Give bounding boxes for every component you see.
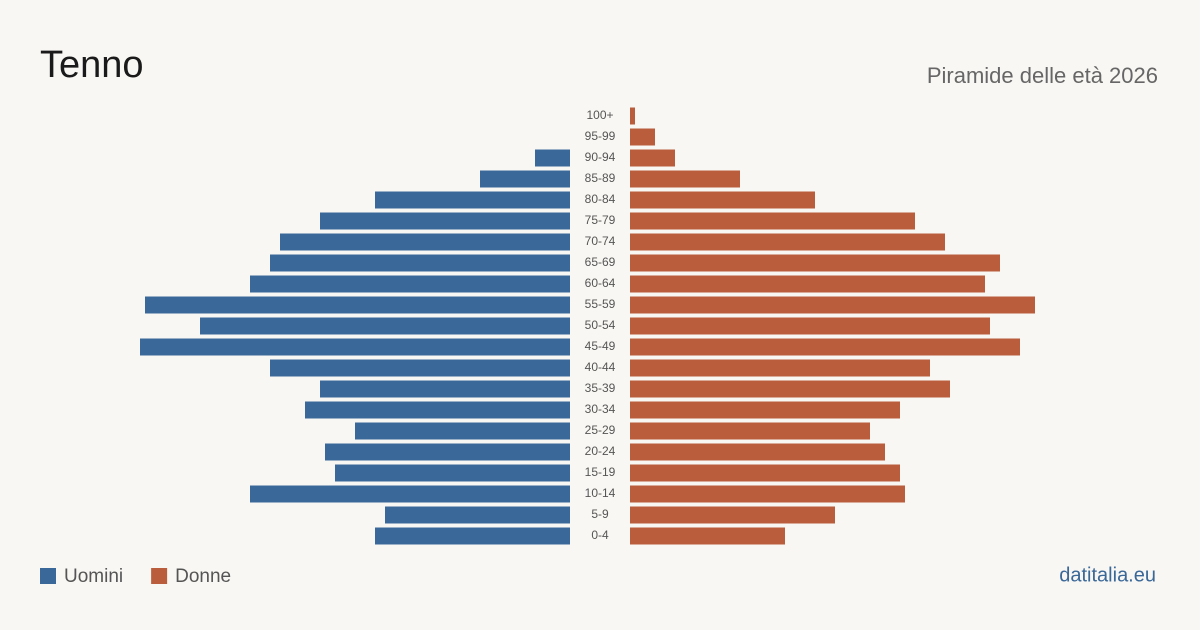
bar (630, 128, 655, 146)
age-label: 60-64 (585, 276, 616, 290)
age-label: 5-9 (591, 507, 609, 521)
age-label: 20-24 (585, 444, 616, 458)
age-label: 80-84 (585, 192, 616, 206)
bar (630, 254, 1000, 272)
age-label: 45-49 (585, 339, 616, 353)
bar (250, 275, 570, 293)
bar (630, 317, 990, 335)
bar (375, 191, 570, 209)
age-label: 100+ (586, 108, 613, 122)
chart-title: Tenno (40, 44, 144, 86)
bar (200, 317, 570, 335)
age-label: 65-69 (585, 255, 616, 269)
age-label: 90-94 (585, 150, 616, 164)
bar (630, 338, 1020, 356)
bar (630, 212, 915, 230)
bar (335, 464, 570, 482)
bar (305, 401, 570, 419)
bar (270, 254, 570, 272)
legend-label: Donne (175, 566, 231, 587)
bar (355, 422, 570, 440)
age-label: 25-29 (585, 423, 616, 437)
bar (630, 485, 905, 503)
bar (140, 338, 570, 356)
bar (535, 149, 570, 167)
bar (630, 380, 950, 398)
bar (630, 296, 1035, 314)
bar (325, 443, 570, 461)
bar (630, 275, 985, 293)
bar (630, 149, 675, 167)
bar (145, 296, 570, 314)
legend-label: Uomini (64, 566, 123, 587)
bar (630, 233, 945, 251)
age-label: 0-4 (591, 528, 609, 542)
age-label: 30-34 (585, 402, 616, 416)
bar (375, 527, 570, 545)
bar (320, 212, 570, 230)
legend-swatch (151, 568, 168, 584)
bar (280, 233, 570, 251)
age-label: 70-74 (585, 234, 616, 248)
bar (630, 191, 815, 209)
bar (630, 464, 900, 482)
bar (270, 359, 570, 377)
bar (630, 422, 870, 440)
bar (385, 506, 570, 524)
bar (630, 107, 635, 125)
age-label: 95-99 (585, 129, 616, 143)
age-label: 50-54 (585, 318, 616, 332)
age-label: 85-89 (585, 171, 616, 185)
chart-subtitle: Piramide delle età 2026 (927, 63, 1158, 88)
bar (630, 506, 835, 524)
bar (630, 401, 900, 419)
age-label: 35-39 (585, 381, 616, 395)
source: datitalia.eu (1059, 564, 1156, 586)
age-label: 55-59 (585, 297, 616, 311)
bar (630, 443, 885, 461)
age-label: 15-19 (585, 465, 616, 479)
age-label: 75-79 (585, 213, 616, 227)
bar (320, 380, 570, 398)
bar (250, 485, 570, 503)
legend-swatch (40, 568, 56, 584)
bar (630, 359, 930, 377)
age-label: 40-44 (585, 360, 616, 374)
bar (630, 527, 785, 545)
age-label: 10-14 (585, 486, 616, 500)
bar (480, 170, 570, 188)
bar (630, 170, 740, 188)
